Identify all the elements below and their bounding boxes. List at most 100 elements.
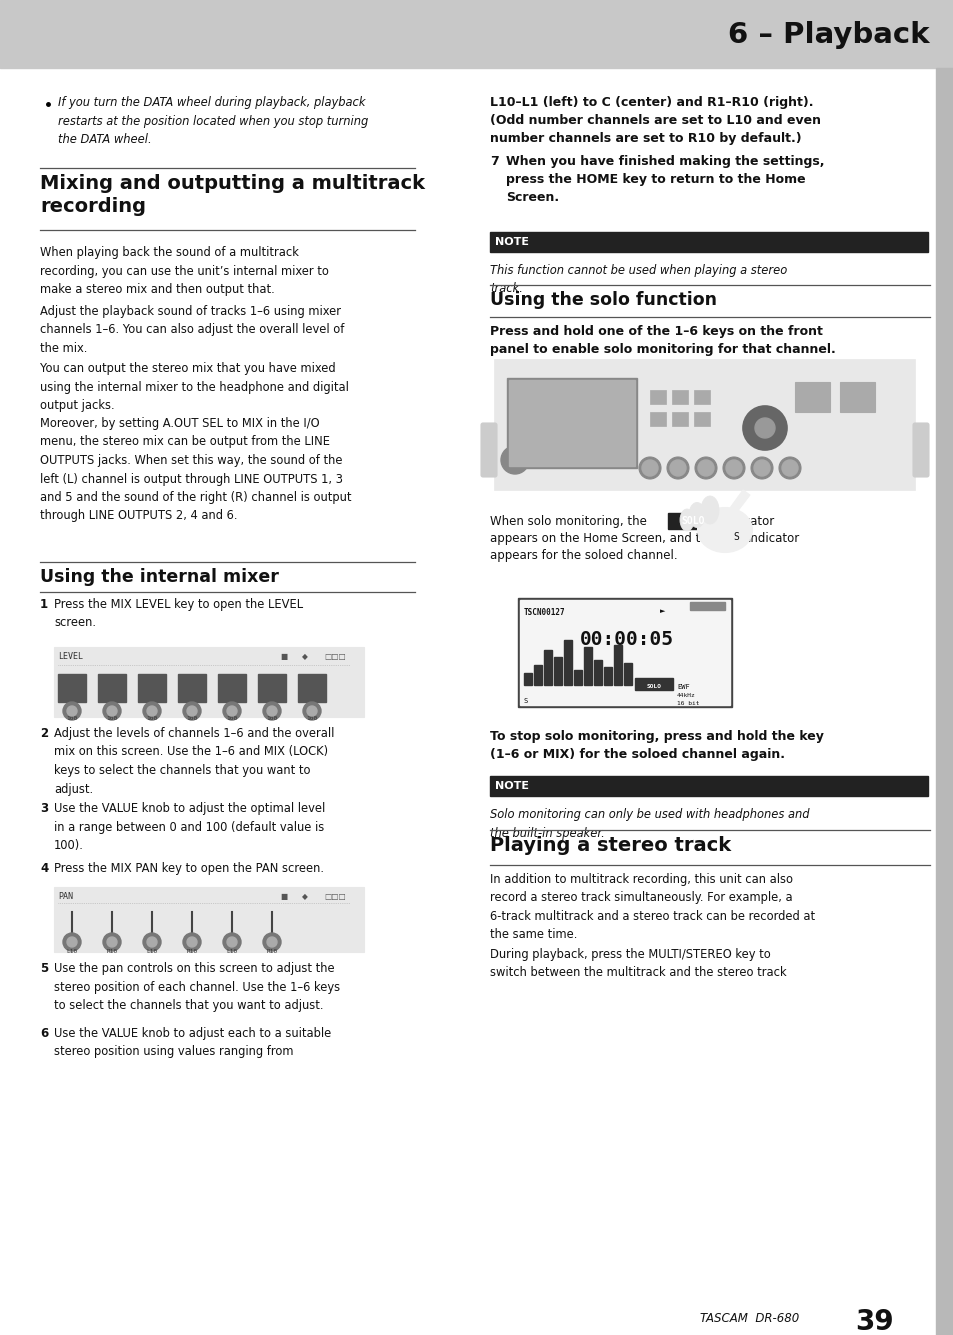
Circle shape <box>107 706 117 716</box>
Circle shape <box>722 457 744 479</box>
Text: Press the MIX PAN key to open the PAN screen.: Press the MIX PAN key to open the PAN sc… <box>54 862 324 874</box>
Text: 1: 1 <box>40 598 48 611</box>
Bar <box>490 232 927 252</box>
Text: 100: 100 <box>67 716 77 721</box>
Circle shape <box>267 706 276 716</box>
Text: 100: 100 <box>186 716 197 721</box>
Bar <box>689 602 724 610</box>
Bar <box>583 647 592 685</box>
Circle shape <box>143 933 161 951</box>
Text: 6: 6 <box>40 1027 49 1040</box>
Text: appears on the Home Screen, and the: appears on the Home Screen, and the <box>490 533 715 545</box>
Circle shape <box>753 461 769 477</box>
Bar <box>523 673 532 685</box>
Circle shape <box>781 461 797 477</box>
Bar <box>178 674 206 702</box>
Bar <box>635 678 672 690</box>
Circle shape <box>223 933 241 951</box>
Text: □□□: □□□ <box>324 651 345 661</box>
Text: Use the VALUE knob to adjust each to a suitable
stereo position using values ran: Use the VALUE knob to adjust each to a s… <box>54 1027 331 1059</box>
Circle shape <box>103 933 121 951</box>
Text: You can output the stereo mix that you have mixed
using the internal mixer to th: You can output the stereo mix that you h… <box>40 362 349 413</box>
Text: SOLO: SOLO <box>646 684 660 689</box>
Circle shape <box>698 461 713 477</box>
Circle shape <box>695 457 717 479</box>
Text: R10: R10 <box>186 949 197 955</box>
Text: ■: ■ <box>280 892 287 901</box>
Text: Solo monitoring can only be used with headphones and
the built-in speaker.: Solo monitoring can only be used with he… <box>490 808 809 840</box>
Text: 44kHz: 44kHz <box>677 693 695 698</box>
Text: □□□: □□□ <box>324 892 345 901</box>
Circle shape <box>669 461 685 477</box>
Text: 00:00:05: 00:00:05 <box>579 630 673 649</box>
Circle shape <box>742 406 786 450</box>
Text: 16 bit: 16 bit <box>677 701 699 706</box>
Text: Using the solo function: Using the solo function <box>490 291 717 308</box>
Text: indicator: indicator <box>747 533 800 545</box>
Bar <box>138 674 166 702</box>
Text: appears for the soloed channel.: appears for the soloed channel. <box>490 549 677 562</box>
Circle shape <box>67 706 77 716</box>
Bar <box>667 513 718 529</box>
Text: ◆: ◆ <box>302 892 308 901</box>
Text: L10–L1 (left) to C (center) and R1–R10 (right).
(Odd number channels are set to : L10–L1 (left) to C (center) and R1–R10 (… <box>490 96 821 146</box>
Text: 7: 7 <box>490 155 498 168</box>
Circle shape <box>750 457 772 479</box>
Bar <box>98 674 126 702</box>
Bar <box>534 665 541 685</box>
FancyBboxPatch shape <box>480 423 497 477</box>
Circle shape <box>183 933 201 951</box>
Circle shape <box>183 702 201 720</box>
Bar <box>935 68 953 1335</box>
Text: When you have finished making the settings,
press the HOME key to return to the : When you have finished making the settin… <box>505 155 823 204</box>
Bar <box>218 674 246 702</box>
Circle shape <box>725 461 741 477</box>
Ellipse shape <box>679 509 693 531</box>
Text: L10: L10 <box>146 949 157 955</box>
Text: Use the pan controls on this screen to adjust the
stereo position of each channe: Use the pan controls on this screen to a… <box>54 963 340 1012</box>
Text: 100: 100 <box>306 716 317 721</box>
Bar <box>623 663 631 685</box>
Text: TASCAM  DR-680: TASCAM DR-680 <box>700 1311 799 1324</box>
Circle shape <box>500 446 529 474</box>
Circle shape <box>223 702 241 720</box>
Circle shape <box>67 937 77 947</box>
Text: 4: 4 <box>40 862 49 874</box>
Bar <box>649 413 665 426</box>
Text: PAN: PAN <box>58 892 73 901</box>
Text: ◆: ◆ <box>302 651 308 661</box>
Circle shape <box>63 702 81 720</box>
Circle shape <box>187 937 196 947</box>
Text: 3: 3 <box>40 802 48 814</box>
Circle shape <box>63 933 81 951</box>
Text: 6 – Playback: 6 – Playback <box>727 21 929 49</box>
Bar <box>543 650 552 685</box>
Text: R10: R10 <box>107 949 117 955</box>
Ellipse shape <box>700 497 719 525</box>
Text: S: S <box>732 533 739 542</box>
Circle shape <box>187 706 196 716</box>
Text: indicator: indicator <box>722 515 775 529</box>
Text: S: S <box>523 698 528 704</box>
Bar <box>840 382 874 413</box>
Ellipse shape <box>688 502 704 527</box>
Text: L10: L10 <box>226 949 237 955</box>
Text: Adjust the playback sound of tracks 1–6 using mixer
channels 1–6. You can also a: Adjust the playback sound of tracks 1–6 … <box>40 304 344 355</box>
Bar <box>671 390 687 405</box>
Bar <box>54 886 364 952</box>
Text: ►: ► <box>659 607 664 614</box>
Text: During playback, press the MULTI/STEREO key to
switch between the multitrack and: During playback, press the MULTI/STEREO … <box>490 948 786 980</box>
Bar <box>563 639 572 685</box>
Circle shape <box>107 937 117 947</box>
Text: Press the MIX LEVEL key to open the LEVEL
screen.: Press the MIX LEVEL key to open the LEVE… <box>54 598 303 630</box>
Text: When playing back the sound of a multitrack
recording, you can use the unit’s in: When playing back the sound of a multitr… <box>40 246 329 296</box>
Text: 100: 100 <box>266 716 277 721</box>
Circle shape <box>754 418 774 438</box>
Text: ■: ■ <box>280 651 287 661</box>
Bar <box>495 360 914 490</box>
Circle shape <box>267 937 276 947</box>
Text: Adjust the levels of channels 1–6 and the overall
mix on this screen. Use the 1–: Adjust the levels of channels 1–6 and th… <box>54 728 334 796</box>
Circle shape <box>263 702 281 720</box>
Circle shape <box>263 933 281 951</box>
Bar <box>509 380 635 466</box>
